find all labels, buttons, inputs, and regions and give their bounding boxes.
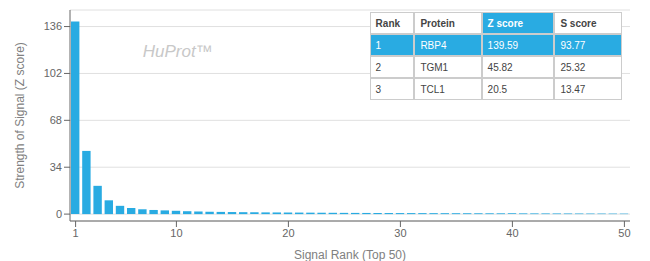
html-text:HuProt™: HuProt™ — [142, 42, 213, 62]
html-text:Protein: Protein — [420, 18, 455, 29]
svg-text:68: 68 — [50, 114, 62, 126]
html-text:1: 1 — [375, 40, 382, 51]
svg-text:0: 0 — [56, 208, 62, 220]
svg-text:1: 1 — [73, 227, 79, 239]
svg-text:10: 10 — [170, 227, 182, 239]
svg-text:20: 20 — [282, 227, 294, 239]
svg-text:34: 34 — [50, 161, 62, 173]
svg-text:30: 30 — [394, 227, 406, 239]
svg-text:136: 136 — [44, 20, 62, 32]
html-text:RBP4: RBP4 — [420, 40, 447, 51]
html-text:45.82: 45.82 — [487, 62, 513, 73]
html-text:2: 2 — [375, 62, 382, 73]
html-text:139.59: 139.59 — [487, 40, 519, 51]
html-text:25.32: 25.32 — [560, 62, 586, 73]
svg-text:Signal Rank (Top 50): Signal Rank (Top 50) — [294, 248, 406, 261]
html-text:TGM1: TGM1 — [420, 62, 449, 73]
svg-text:50: 50 — [618, 227, 630, 239]
html-text:13.47: 13.47 — [560, 84, 586, 95]
html-text:Rank: Rank — [375, 18, 400, 29]
html-text:Z score: Z score — [487, 18, 524, 29]
svg-text:102: 102 — [44, 67, 62, 79]
html-text:20.5: 20.5 — [487, 84, 507, 95]
svg-text:40: 40 — [506, 227, 518, 239]
html-text:3: 3 — [375, 84, 382, 95]
svg-text:Strength of Signal (Z score): Strength of Signal (Z score) — [13, 42, 27, 189]
html-text:S score: S score — [560, 18, 597, 29]
html-text:93.77: 93.77 — [560, 40, 586, 51]
html-text:TCL1: TCL1 — [420, 84, 445, 95]
